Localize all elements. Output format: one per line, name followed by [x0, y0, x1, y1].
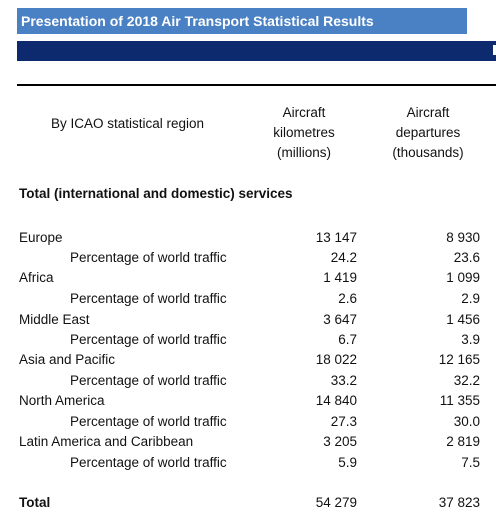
aircraft-kilometres-header: Aircraft kilometres (millions) — [262, 103, 346, 163]
row-label: Percentage of world traffic — [70, 250, 227, 265]
kilometres-value: 6.7 — [338, 332, 357, 347]
table-row: Percentage of world traffic 27.3 30.0 — [0, 412, 496, 432]
table-row: Asia and Pacific 18 022 12 165 — [0, 350, 496, 370]
kilometres-value: 3 205 — [323, 434, 357, 449]
page-title: Presentation of 2018 Air Transport Stati… — [17, 8, 467, 34]
kilometres-value: 1 419 — [323, 270, 357, 285]
aircraft-departures-header: Aircraft departures (thousands) — [386, 103, 470, 163]
table-row: Percentage of world traffic 24.2 23.6 — [0, 248, 496, 268]
header-band — [17, 41, 496, 61]
departures-value: 2.9 — [461, 291, 480, 306]
table-row: Percentage of world traffic 6.7 3.9 — [0, 330, 496, 350]
kilometres-value: 3 647 — [323, 312, 357, 327]
row-label: Percentage of world traffic — [70, 291, 227, 306]
departures-value: 8 930 — [446, 230, 480, 245]
table-row: Latin America and Caribbean 3 205 2 819 — [0, 432, 496, 452]
table-row: North America 14 840 11 355 — [0, 391, 496, 411]
table-row: Africa 1 419 1 099 — [0, 268, 496, 288]
table-row: Europe 13 147 8 930 — [0, 228, 496, 248]
row-label: Percentage of world traffic — [70, 455, 227, 470]
header-rule — [17, 84, 496, 86]
departures-value: 11 355 — [439, 393, 480, 408]
row-label: Percentage of world traffic — [70, 332, 227, 347]
row-label: Asia and Pacific — [19, 352, 116, 367]
header-line: Aircraft — [282, 105, 326, 120]
departures-value: 1 099 — [446, 270, 480, 285]
departures-value: 12 165 — [438, 352, 480, 367]
kilometres-value: 13 147 — [315, 230, 357, 245]
row-label: North America — [19, 393, 105, 408]
table-row: Percentage of world traffic 2.6 2.9 — [0, 289, 496, 309]
header-line: (thousands) — [392, 145, 464, 160]
kilometres-value: 27.3 — [330, 414, 357, 429]
band-marker — [493, 45, 496, 55]
row-label: Middle East — [19, 312, 90, 327]
kilometres-value: 33.2 — [330, 373, 357, 388]
row-label: Percentage of world traffic — [70, 373, 227, 388]
departures-total: 37 823 — [438, 495, 480, 510]
row-label: Latin America and Caribbean — [19, 434, 194, 449]
header-line: departures — [395, 125, 461, 140]
table-row: Middle East 3 647 1 456 — [0, 310, 496, 330]
total-row: Total 54 279 37 823 — [0, 493, 496, 513]
departures-value: 3.9 — [461, 332, 480, 347]
kilometres-value: 5.9 — [338, 455, 357, 470]
header-line: Aircraft — [406, 105, 450, 120]
section-title: Total (international and domestic) servi… — [19, 186, 293, 201]
kilometres-value: 18 022 — [315, 352, 357, 367]
table-row: Percentage of world traffic 33.2 32.2 — [0, 371, 496, 391]
departures-value: 30.0 — [453, 414, 480, 429]
header-line: (millions) — [277, 145, 331, 160]
kilometres-value: 14 840 — [315, 393, 357, 408]
row-label: Percentage of world traffic — [70, 414, 227, 429]
header-line: kilometres — [273, 125, 335, 140]
departures-value: 32.2 — [453, 373, 480, 388]
kilometres-value: 2.6 — [338, 291, 357, 306]
table-row: Percentage of world traffic 5.9 7.5 — [0, 453, 496, 473]
departures-value: 2 819 — [446, 434, 480, 449]
departures-value: 23.6 — [453, 250, 480, 265]
row-label: Europe — [19, 230, 63, 245]
total-label: Total — [19, 495, 51, 510]
kilometres-total: 54 279 — [315, 495, 357, 510]
departures-value: 1 456 — [446, 312, 480, 327]
departures-value: 7.5 — [461, 455, 480, 470]
kilometres-value: 24.2 — [330, 250, 357, 265]
row-label: Africa — [19, 270, 54, 285]
region-column-header: By ICAO statistical region — [51, 116, 205, 131]
